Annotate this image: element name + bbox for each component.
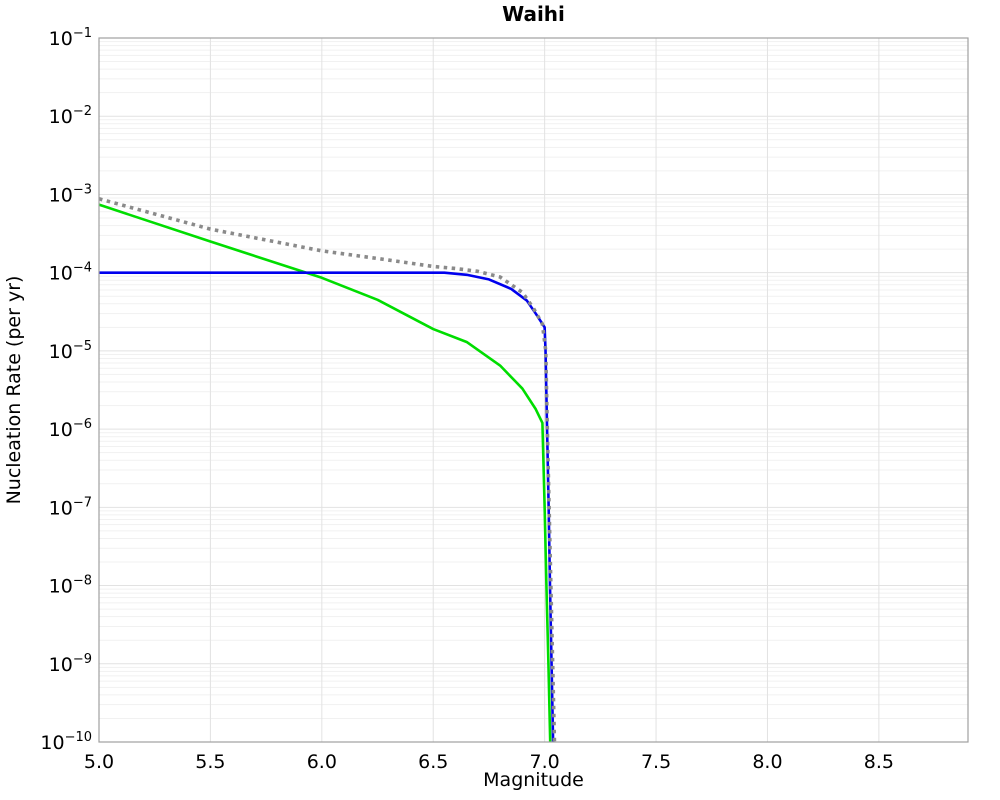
y-tick-label: 10−10 (40, 730, 92, 754)
y-tick-label: 10−3 (49, 182, 92, 206)
y-tick-label: 10−5 (49, 339, 92, 363)
x-tick-label: 8.0 (752, 751, 782, 773)
x-axis-title: Magnitude (483, 769, 584, 791)
gray-dotted-total-line (99, 197, 557, 742)
x-tick-label: 8.5 (864, 751, 894, 773)
y-tick-label: 10−2 (49, 104, 92, 128)
y-tick-label: 10−7 (49, 495, 92, 519)
x-tick-label: 5.5 (195, 751, 225, 773)
green-solid-line (99, 203, 552, 742)
x-tick-label: 7.0 (530, 751, 560, 773)
plot-border (98, 37, 969, 743)
x-tick-label: 7.5 (641, 751, 671, 773)
y-tick-label: 10−6 (49, 417, 92, 441)
y-tick-label: 10−9 (49, 652, 92, 676)
x-tick-label: 6.0 (307, 751, 337, 773)
y-tick-label: 10−1 (49, 26, 92, 50)
series-group (99, 197, 557, 742)
x-tick-label: 6.5 (418, 751, 448, 773)
y-tick-label: 10−4 (49, 261, 92, 285)
chart-title: Waihi (502, 2, 565, 26)
x-tick-label: 5.0 (84, 751, 114, 773)
y-tick-label: 10−8 (49, 574, 92, 598)
